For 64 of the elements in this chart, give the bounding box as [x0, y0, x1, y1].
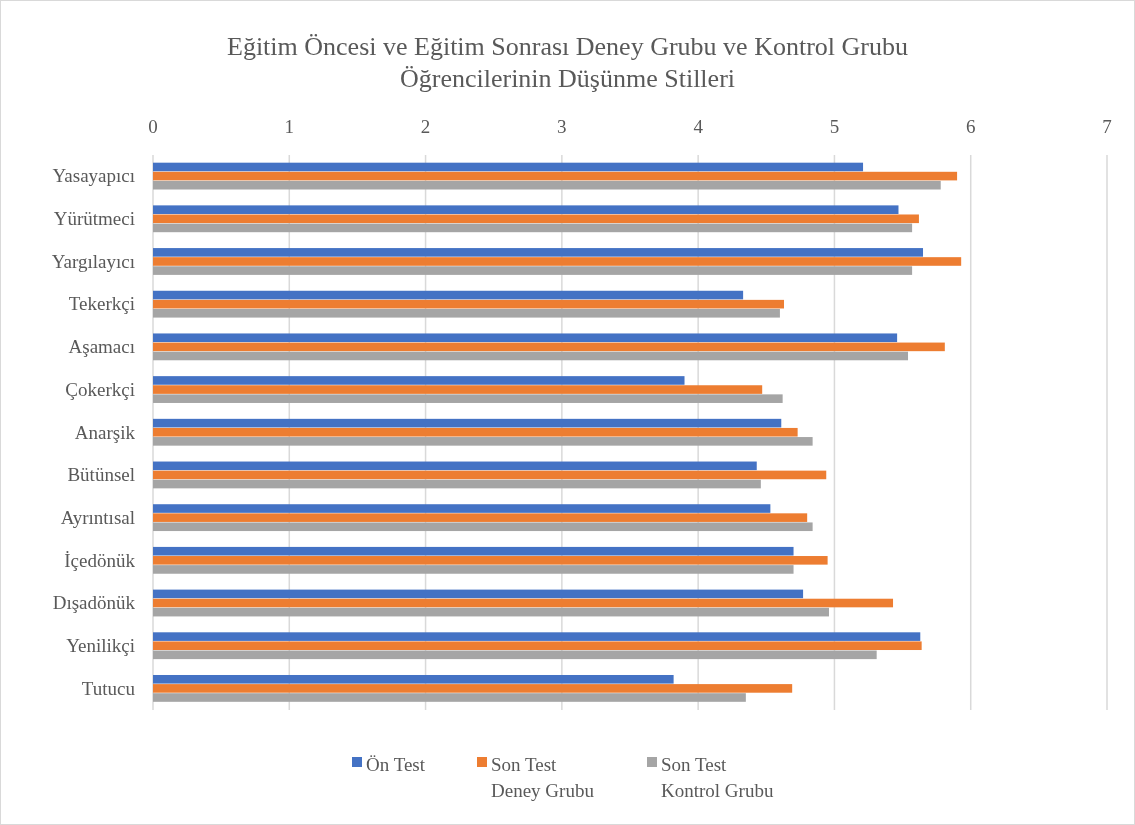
bar — [153, 376, 685, 385]
bar — [153, 223, 913, 233]
x-tick-label: 6 — [965, 116, 976, 137]
y-tick-label: İçedönük — [64, 549, 136, 571]
bar — [153, 333, 898, 343]
bar — [153, 248, 924, 257]
bar — [153, 171, 958, 181]
bar — [153, 650, 877, 660]
bar — [153, 461, 757, 471]
bar — [153, 266, 913, 275]
y-tick-label: Aşamacı — [68, 336, 135, 358]
y-tick-label: Yasayapıcı — [52, 165, 135, 187]
y-tick-label: Çokerkçi — [65, 378, 135, 400]
legend-label: Son Test Deney Grubu — [491, 754, 595, 801]
bar — [153, 556, 828, 565]
x-tick-label: 2 — [420, 116, 431, 137]
bar — [153, 674, 674, 684]
y-tick-label: Tekerkçi — [68, 293, 135, 315]
bar — [153, 180, 941, 190]
bar — [153, 504, 771, 513]
bar — [153, 632, 921, 641]
bar — [153, 565, 794, 574]
y-tick-label: Yenilikçi — [66, 634, 135, 656]
x-tick-label: 4 — [693, 116, 704, 137]
bar — [153, 205, 899, 214]
bar — [153, 418, 782, 428]
x-tick-label: 3 — [557, 116, 567, 137]
bar — [153, 470, 827, 480]
bar — [153, 437, 813, 446]
y-tick-label: Bütünsel — [67, 464, 135, 486]
bar — [153, 607, 829, 617]
bar — [153, 162, 864, 172]
bar — [153, 598, 894, 608]
x-tick-label: 1 — [284, 116, 295, 137]
x-tick-label: 7 — [1102, 116, 1112, 137]
bar — [153, 342, 945, 352]
bar — [153, 257, 962, 266]
bar — [153, 214, 919, 224]
y-tick-label: Tutucu — [81, 677, 136, 699]
legend-label: Ön Test — [366, 754, 426, 775]
bar — [153, 684, 793, 693]
bar — [153, 299, 784, 309]
bar — [153, 641, 922, 651]
bar — [153, 589, 804, 599]
y-tick-label: Yürütmeci — [53, 208, 135, 230]
y-tick-label: Dışadönük — [52, 592, 136, 614]
legend-label: Son Test Kontrol Grubu — [661, 754, 774, 801]
x-tick-label: 5 — [829, 116, 840, 137]
bar — [153, 546, 794, 556]
bar — [153, 479, 761, 489]
bar — [153, 290, 744, 300]
chart-title: Eğitim Öncesi ve Eğitim Sonrası Deney Grubu ve Kontrol Grubu Öğrencilerinin Düşünme Stilleri — [227, 32, 908, 93]
x-tick-label: 0 — [148, 116, 158, 137]
bar — [153, 308, 780, 318]
bar — [153, 351, 909, 361]
bar — [153, 385, 763, 394]
y-tick-label: Ayrıntısal — [60, 506, 135, 528]
bar — [153, 522, 813, 532]
bar — [153, 427, 798, 437]
bar — [153, 394, 783, 403]
y-tick-label: Anarşik — [74, 421, 136, 443]
bar — [153, 693, 746, 702]
bar — [153, 513, 808, 522]
y-tick-label: Yargılayıcı — [51, 250, 135, 272]
